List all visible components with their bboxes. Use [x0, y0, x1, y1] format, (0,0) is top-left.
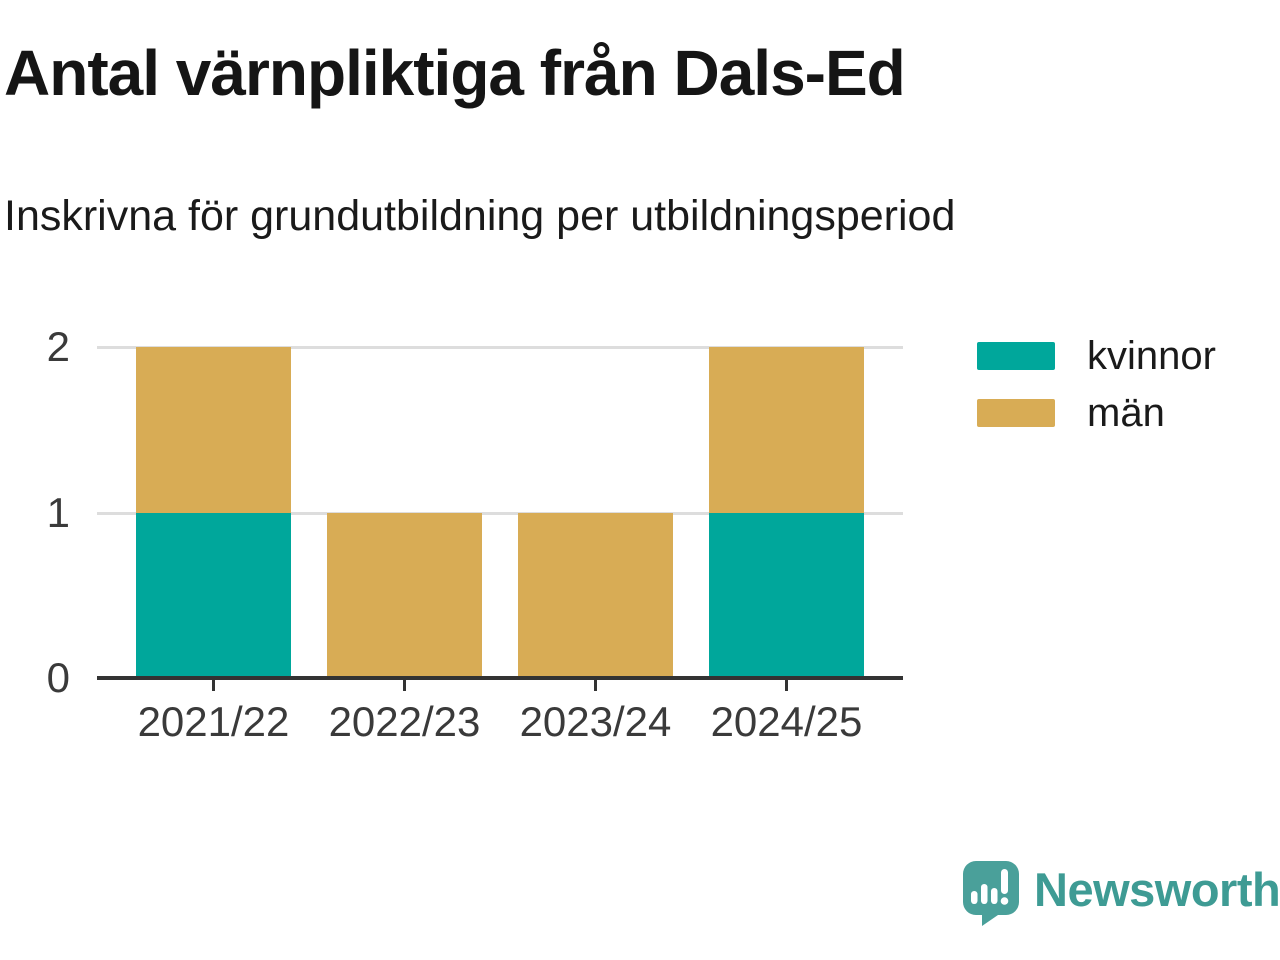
- brand-footer: Newsworthy: [962, 860, 1280, 926]
- newsworthy-wordmark: Newsworthy: [1034, 863, 1280, 916]
- legend-item-män: män: [977, 391, 1216, 435]
- legend-label-kvinnor: kvinnor: [1087, 333, 1216, 378]
- newsworthy-logo-icon: [963, 861, 1019, 926]
- legend: kvinnor män: [977, 334, 1216, 456]
- chart-subtitle: Inskrivna för grundutbildning per utbild…: [4, 192, 956, 240]
- legend-label-män: män: [1087, 390, 1165, 435]
- x-axis-tick-2023/24: [594, 680, 597, 691]
- gridline-y2: [97, 346, 903, 349]
- legend-item-kvinnor: kvinnor: [977, 334, 1216, 378]
- x-axis-tick-label-2022/23: 2022/23: [328, 698, 481, 745]
- y-axis-tick-label-0: 0: [46, 654, 70, 701]
- y-axis-tick-label-1: 1: [46, 488, 70, 536]
- bar-segment-kvinnor-2021/22: [136, 512, 291, 678]
- gridline-y1: [97, 511, 903, 515]
- x-axis-tick-label-2023/24: 2023/24: [519, 698, 672, 745]
- x-axis-tick-2021/22: [212, 680, 215, 691]
- bar-segment-män-2023/24: [518, 512, 673, 678]
- x-axis-tick-label-2021/22: 2021/22: [137, 698, 290, 745]
- bar-segment-män-2021/22: [136, 347, 291, 513]
- bar-segment-män-2024/25: [709, 347, 864, 513]
- y-axis-tick-label-2: 2: [46, 323, 70, 370]
- x-axis-line: [97, 676, 903, 680]
- plot-area: [97, 346, 903, 678]
- bar-segment-män-2022/23: [327, 512, 482, 678]
- bar-segment-kvinnor-2024/25: [709, 512, 864, 678]
- x-axis-tick-2022/23: [403, 680, 406, 691]
- x-axis-tick-2024/25: [785, 680, 788, 691]
- legend-swatch-män: [977, 399, 1055, 427]
- legend-swatch-kvinnor: [977, 342, 1055, 370]
- chart-title: Antal värnpliktiga från Dals-Ed: [4, 37, 906, 109]
- x-axis-tick-label-2024/25: 2024/25: [710, 698, 863, 745]
